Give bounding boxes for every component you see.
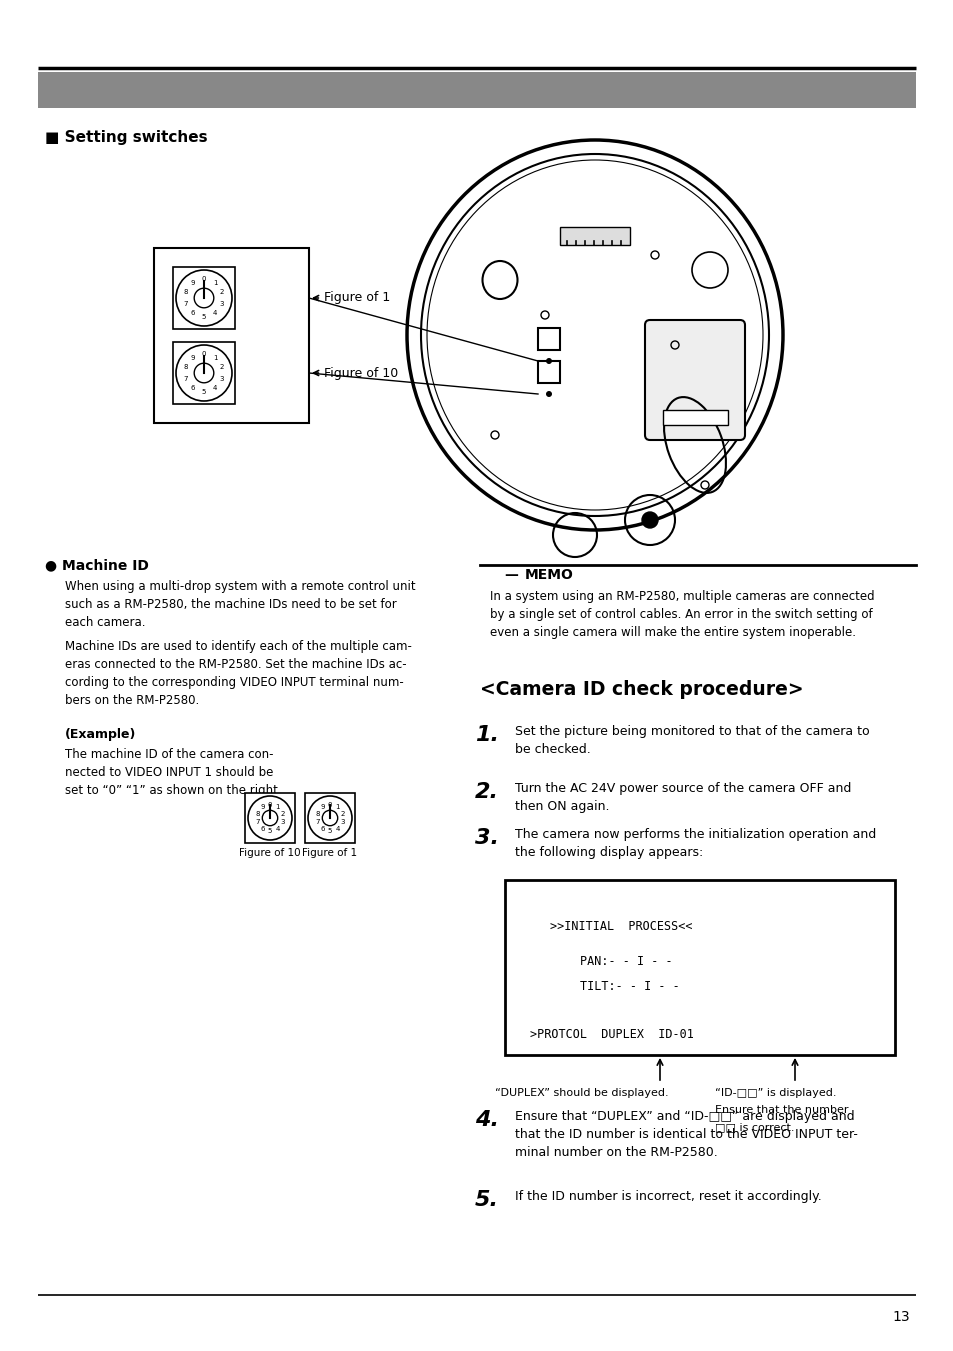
Text: TILT:- - I - -: TILT:- - I - - <box>579 979 679 993</box>
Text: 4: 4 <box>213 385 217 392</box>
Text: <Camera ID check procedure>: <Camera ID check procedure> <box>479 680 802 698</box>
Text: 1.: 1. <box>475 725 498 744</box>
Text: 6: 6 <box>191 385 194 392</box>
Text: 0: 0 <box>328 802 332 808</box>
Text: The machine ID of the camera con-
nected to VIDEO INPUT 1 should be
set to “0” “: The machine ID of the camera con- nected… <box>65 748 281 797</box>
Circle shape <box>262 811 277 825</box>
Text: 5: 5 <box>202 389 206 394</box>
Bar <box>38 72 915 108</box>
Text: 3: 3 <box>219 301 224 307</box>
Circle shape <box>194 288 213 308</box>
Text: 9: 9 <box>191 280 194 285</box>
Ellipse shape <box>420 154 768 516</box>
Text: Figure of 1: Figure of 1 <box>302 848 357 858</box>
Text: 3.: 3. <box>475 828 498 848</box>
FancyBboxPatch shape <box>644 320 744 440</box>
Text: ● Machine ID: ● Machine ID <box>45 558 149 571</box>
Text: 6: 6 <box>320 825 324 831</box>
Text: 4: 4 <box>213 311 217 316</box>
Text: Set the picture being monitored to that of the camera to
be checked.: Set the picture being monitored to that … <box>515 725 869 757</box>
Text: 8: 8 <box>184 365 188 370</box>
Circle shape <box>545 390 552 397</box>
Text: Machine IDs are used to identify each of the multiple cam-
eras connected to the: Machine IDs are used to identify each of… <box>65 640 412 707</box>
Text: 8: 8 <box>315 811 319 817</box>
Text: If the ID number is incorrect, reset it accordingly.: If the ID number is incorrect, reset it … <box>515 1190 821 1202</box>
Text: □□ is correct.: □□ is correct. <box>714 1121 794 1132</box>
Bar <box>305 793 355 843</box>
Text: 1: 1 <box>213 280 217 285</box>
Text: —: — <box>504 567 523 582</box>
Text: 5: 5 <box>328 828 332 834</box>
Text: 5: 5 <box>268 828 272 834</box>
Text: 0: 0 <box>201 351 206 357</box>
Text: 2: 2 <box>219 365 224 370</box>
Circle shape <box>322 811 337 825</box>
Circle shape <box>641 512 658 528</box>
Text: PAN:- - I - -: PAN:- - I - - <box>579 955 672 969</box>
Text: “ID-□□” is displayed.: “ID-□□” is displayed. <box>714 1088 836 1098</box>
Bar <box>662 409 727 426</box>
Bar <box>172 267 234 330</box>
Circle shape <box>248 796 292 840</box>
Text: “1”: “1” <box>320 802 339 812</box>
Text: 3: 3 <box>219 376 224 382</box>
Circle shape <box>175 345 232 401</box>
Text: The camera now performs the initialization operation and
the following display a: The camera now performs the initializati… <box>515 828 876 859</box>
Text: Ensure that the number: Ensure that the number <box>714 1105 847 1115</box>
Text: >PROTCOL  DUPLEX  ID-01: >PROTCOL DUPLEX ID-01 <box>530 1028 693 1042</box>
Bar <box>504 880 894 1055</box>
Text: Figure of 10: Figure of 10 <box>239 848 300 858</box>
Text: 4: 4 <box>335 825 339 831</box>
Circle shape <box>545 358 552 363</box>
Text: 0: 0 <box>268 802 272 808</box>
Text: 2.: 2. <box>475 782 498 802</box>
Text: In a system using an RM-P2580, multiple cameras are connected
by a single set of: In a system using an RM-P2580, multiple … <box>490 590 874 639</box>
Bar <box>537 328 559 350</box>
Text: 7: 7 <box>184 301 188 307</box>
Bar <box>559 227 629 245</box>
Text: “0”: “0” <box>260 802 279 812</box>
Text: Turn the AC 24V power source of the camera OFF and
then ON again.: Turn the AC 24V power source of the came… <box>515 782 850 813</box>
Text: Figure of 10: Figure of 10 <box>314 366 397 380</box>
Circle shape <box>175 270 232 326</box>
Text: 5: 5 <box>202 313 206 320</box>
Text: 1: 1 <box>275 804 279 811</box>
Text: (Example): (Example) <box>65 728 136 740</box>
Bar <box>153 249 309 423</box>
Text: 7: 7 <box>184 376 188 382</box>
Text: 9: 9 <box>320 804 324 811</box>
Text: 4.: 4. <box>475 1111 498 1129</box>
Text: 3: 3 <box>340 819 344 825</box>
Text: >>INITIAL  PROCESS<<: >>INITIAL PROCESS<< <box>550 920 692 934</box>
Text: “DUPLEX” should be displayed.: “DUPLEX” should be displayed. <box>495 1088 668 1098</box>
Text: ■ Setting switches: ■ Setting switches <box>45 130 208 145</box>
Text: Ensure that “DUPLEX” and “ID-□□” are displayed and
that the ID number is identic: Ensure that “DUPLEX” and “ID-□□” are dis… <box>515 1111 857 1159</box>
Circle shape <box>194 363 213 382</box>
Text: 4: 4 <box>275 825 279 831</box>
Text: 9: 9 <box>191 354 194 361</box>
Text: 7: 7 <box>255 819 259 825</box>
Text: Figure of 1: Figure of 1 <box>314 292 390 304</box>
Text: 5.: 5. <box>475 1190 498 1210</box>
Text: 7: 7 <box>315 819 319 825</box>
Text: 6: 6 <box>191 311 194 316</box>
Text: 6: 6 <box>260 825 264 831</box>
Text: 3: 3 <box>280 819 284 825</box>
Text: 8: 8 <box>255 811 259 817</box>
Text: When using a multi-drop system with a remote control unit
such as a RM-P2580, th: When using a multi-drop system with a re… <box>65 580 416 630</box>
Text: 1: 1 <box>213 354 217 361</box>
Bar <box>172 342 234 404</box>
Text: 2: 2 <box>280 811 284 817</box>
Text: 13: 13 <box>891 1310 909 1324</box>
Bar <box>537 361 559 382</box>
Text: 2: 2 <box>219 289 224 295</box>
Text: MEMO: MEMO <box>524 567 574 582</box>
Text: 9: 9 <box>260 804 264 811</box>
Text: 2: 2 <box>340 811 344 817</box>
Text: 8: 8 <box>184 289 188 295</box>
Text: 1: 1 <box>335 804 339 811</box>
Text: 0: 0 <box>201 276 206 282</box>
Circle shape <box>308 796 352 840</box>
Bar <box>245 793 294 843</box>
